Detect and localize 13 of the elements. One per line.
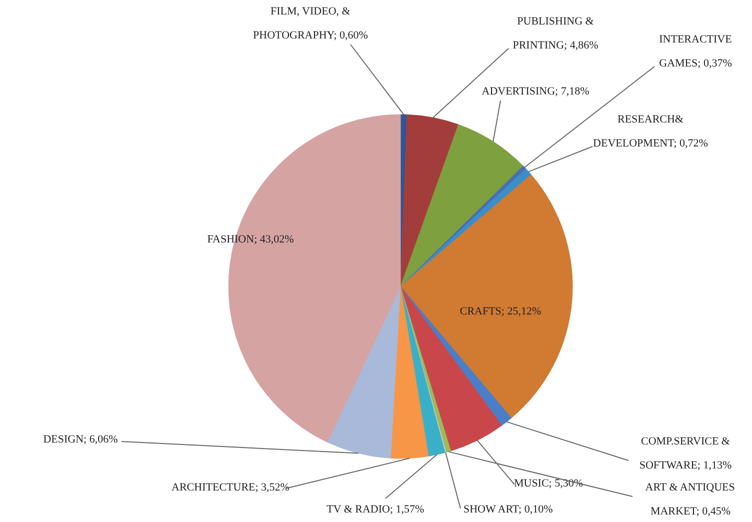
slice-label: FILM, VIDEO, & PHOTOGRAPHY; 0,60% <box>253 6 368 42</box>
slice-label: TV & RADIO; 1,57% <box>326 504 424 516</box>
slice-label: SHOW ART; 0,10% <box>463 504 553 516</box>
slice-label: COMP.SERVICE & SOFTWARE; 1,13% <box>639 436 732 472</box>
slice-label: ARCHITECTURE; 3,52% <box>172 482 290 494</box>
slice-label: ART & ANTIQUES MARKET; 0,45% <box>645 482 735 518</box>
slice-label: FASHION; 43,02% <box>207 234 294 246</box>
slice-label: DESIGN; 6,06% <box>43 434 118 446</box>
slice-label: RESEARCH& DEVELOPMENT; 0,72% <box>593 114 708 150</box>
slice-label: PUBLISHING & PRINTING; 4,86% <box>512 16 598 52</box>
slice-label: ADVERTISING; 7,18% <box>482 86 590 98</box>
slice-label: CRAFTS; 25,12% <box>460 306 542 318</box>
slice-label: INTERACTIVE GAMES; 0,37% <box>659 34 732 70</box>
